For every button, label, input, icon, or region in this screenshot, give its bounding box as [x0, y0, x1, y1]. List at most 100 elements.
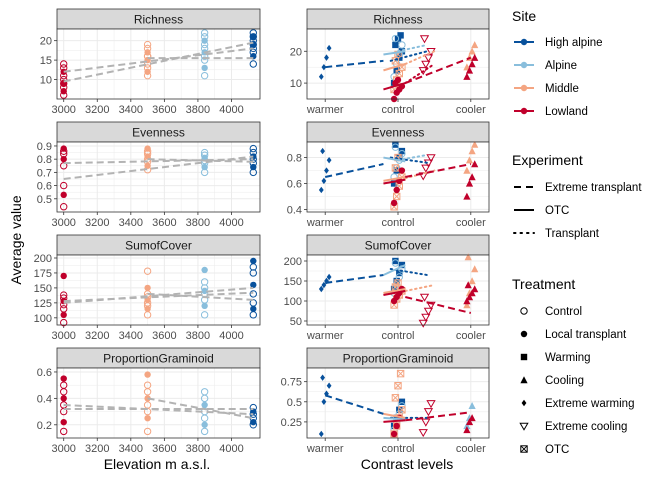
treatment-lines — [324, 153, 471, 185]
line-solid — [383, 290, 406, 296]
right-x-axis-title: Contrast levels — [361, 456, 454, 472]
point-alpine — [200, 278, 209, 286]
point-lowland — [60, 318, 68, 327]
panel-elevation-proportiongraminoid: ProportionGraminoid 0.2 0.4 0.6 3000 3200 3400… — [37, 347, 261, 455]
points — [318, 140, 479, 211]
x-tick-label: 3000 — [51, 104, 75, 116]
point-middle — [394, 279, 402, 287]
point-middle — [143, 44, 152, 53]
point-high-alpine — [392, 141, 399, 148]
point-alpine — [398, 41, 406, 49]
point-lowland — [393, 186, 400, 194]
line-solid — [383, 412, 406, 419]
point-lowland — [60, 375, 67, 382]
gridlines — [57, 142, 260, 212]
point-lowland — [465, 293, 474, 301]
point-alpine — [200, 388, 209, 396]
line-dashed — [324, 163, 384, 178]
panel-contrast-sumofcover: SumofCover 50 100 150 200 warmer control cooler — [284, 234, 490, 342]
line-dashed — [324, 394, 384, 415]
point-alpine — [200, 151, 209, 159]
point-high-alpine — [321, 177, 327, 185]
point-high-alpine — [250, 257, 257, 265]
point-alpine — [200, 33, 209, 41]
gridlines — [57, 29, 260, 99]
x-tick-label: 3200 — [85, 443, 109, 455]
point-middle — [463, 301, 471, 309]
y-tick-label: 20 — [290, 46, 302, 58]
point-high-alpine — [250, 33, 257, 40]
y-tick-label: 0.25 — [281, 417, 302, 429]
x-tick-label: 3200 — [85, 330, 109, 342]
point-alpine — [391, 259, 400, 267]
point-alpine — [391, 143, 400, 151]
point-middle — [144, 395, 151, 402]
y-tick-label: 20 — [40, 36, 52, 48]
y-tick-label: 200 — [34, 253, 52, 265]
y-tick-label: 15 — [40, 55, 52, 67]
point-lowland — [419, 35, 430, 44]
x-tick-label: 3000 — [51, 330, 75, 342]
point-high-alpine — [250, 281, 257, 289]
panel-contrast-evenness: Evenness 0.4 0.6 0.8 warmer control cooler — [287, 121, 490, 229]
point-lowland — [60, 191, 67, 199]
y-tick-label: 0.5 — [37, 194, 52, 206]
legend-label: Extreme transplant — [545, 182, 642, 194]
x-tick-label: 3400 — [119, 217, 143, 229]
legend-label: Transplant — [545, 228, 600, 240]
line-solid — [383, 419, 406, 423]
trend-line — [63, 286, 254, 304]
points — [60, 371, 257, 436]
y-tick-label: 10 — [290, 78, 302, 90]
legend-shape-filled-square — [520, 353, 528, 361]
panel-bg — [57, 29, 260, 99]
point-high-alpine — [321, 398, 327, 405]
point-lowland — [426, 301, 436, 310]
line-dashed — [405, 296, 472, 314]
point-middle — [144, 68, 151, 75]
point-lowland — [60, 68, 67, 75]
point-lowland — [468, 60, 476, 68]
point-lowland — [60, 60, 68, 68]
point-alpine — [398, 149, 406, 158]
point-middle — [464, 253, 472, 261]
x-tick-label: control — [381, 443, 414, 455]
treatment-lines — [324, 394, 471, 423]
legend-site-item — [514, 107, 534, 115]
panel-contrast-richness: Richness 10 20 warmer control cooler — [290, 8, 490, 116]
point-high-alpine — [250, 305, 257, 313]
legend-title: Site — [512, 8, 536, 24]
point-middle — [471, 41, 479, 49]
x-tick-label: cooler — [456, 330, 486, 342]
point-lowland — [60, 311, 67, 319]
y-tick-label: 0.9 — [37, 141, 52, 153]
point-lowland — [468, 414, 476, 422]
point-middle — [144, 284, 151, 292]
point-alpine — [391, 34, 400, 43]
y-tick-label: 0.8 — [37, 154, 52, 166]
point-middle — [144, 153, 151, 160]
point-alpine — [200, 56, 209, 64]
left-x-axis-title: Elevation m a.s.l. — [104, 456, 211, 472]
legend-label: Control — [545, 306, 582, 318]
y-tick-label: 0.7 — [37, 167, 52, 179]
trend-line — [63, 158, 254, 165]
legend-site-item — [514, 38, 534, 46]
y-tick-label: 175 — [34, 268, 52, 280]
point-lowland — [60, 88, 67, 95]
point-high-alpine — [396, 154, 403, 161]
point-high-alpine — [320, 147, 325, 155]
x-tick-label: warmer — [306, 443, 344, 455]
point-lowland — [394, 76, 402, 84]
x-tick-label: 3600 — [152, 104, 176, 116]
point-high-alpine — [249, 60, 257, 68]
point-middle — [143, 267, 152, 275]
point-high-alpine — [249, 33, 257, 41]
point-high-alpine — [326, 44, 332, 52]
x-tick-label: 4000 — [219, 104, 243, 116]
point-middle — [471, 265, 479, 273]
y-tick-label: 100 — [284, 296, 302, 308]
x-tick-label: 3800 — [186, 104, 210, 116]
x-tick-label: warmer — [306, 217, 344, 229]
